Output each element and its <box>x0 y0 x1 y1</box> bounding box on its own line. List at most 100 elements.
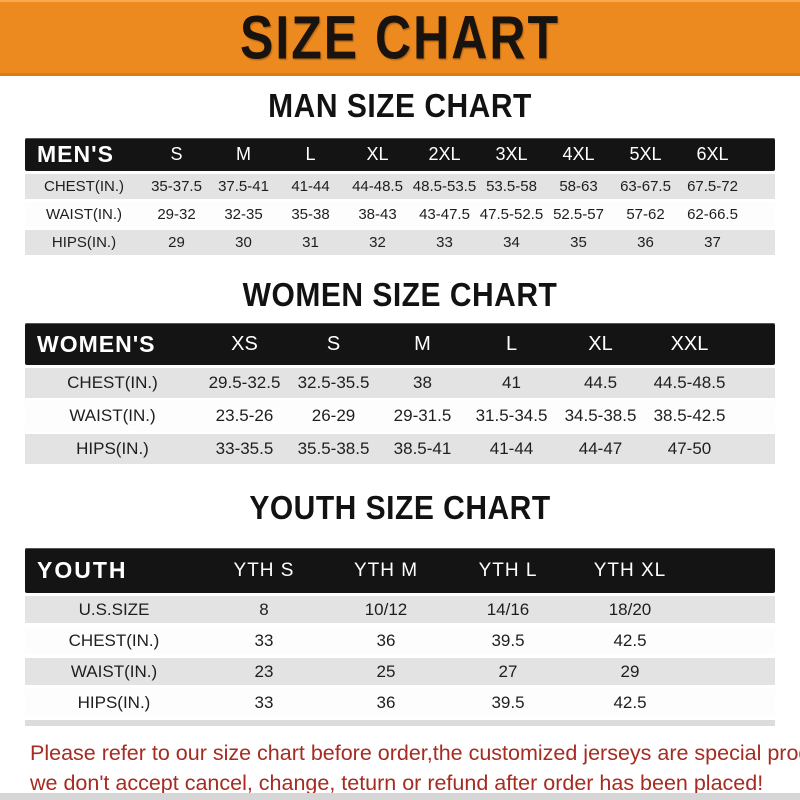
size-value-cell: 18/20 <box>608 599 652 619</box>
page-title: SIZE CHART <box>240 3 560 72</box>
column-header: YTH S <box>233 559 295 581</box>
size-value-cell: 53.5-58 <box>486 178 537 195</box>
men-band-label: MEN'S <box>37 141 114 167</box>
row-label: WAIST(IN.) <box>69 406 156 425</box>
size-value-cell: 32-35 <box>224 206 263 223</box>
youth-table-header-row: YOUTH YTH S YTH M YTH L YTH XL <box>25 548 775 593</box>
size-value-cell: 38.5-42.5 <box>653 406 726 425</box>
size-value-cell: 36 <box>376 692 396 712</box>
size-value-cell: 26-29 <box>311 406 356 425</box>
size-value-cell: 25 <box>376 661 396 681</box>
size-value-cell: 32 <box>369 234 386 251</box>
size-value-cell: 34 <box>503 234 520 251</box>
youth-section-heading: YOUTH SIZE CHART <box>249 489 551 527</box>
size-value-cell: 35-37.5 <box>151 178 202 195</box>
column-header: XL <box>588 332 613 355</box>
size-value-cell: 38-43 <box>358 206 397 223</box>
table-row: U.S.SIZE 8 10/12 14/16 18/20 <box>25 596 775 623</box>
women-section-heading: WOMEN SIZE CHART <box>242 276 558 314</box>
size-value-cell: 29-32 <box>157 206 196 223</box>
size-value-cell: 48.5-53.5 <box>412 178 477 195</box>
youth-size-chart-section: YOUTH SIZE CHART YOUTH YTH S YTH M YTH L YTH… <box>0 490 800 726</box>
size-value-cell: 36 <box>376 630 396 650</box>
table-row: HIPS(IN.) 29 30 31 32 33 34 35 36 37 <box>25 230 775 255</box>
size-value-cell: 42.5 <box>613 692 647 712</box>
row-label: CHEST(IN.) <box>44 178 124 195</box>
size-value-cell: 52.5-57 <box>553 206 604 223</box>
men-table-header-row: MEN'S S M L XL 2XL 3XL 4XL 5XL 6XL <box>25 138 775 171</box>
size-value-cell: 32.5-35.5 <box>297 373 370 392</box>
table-row: HIPS(IN.) 33 36 39.5 42.5 <box>25 689 775 716</box>
youth-table-bottom-strip <box>25 720 775 726</box>
size-value-cell: 31 <box>302 234 319 251</box>
size-value-cell: 37.5-41 <box>218 178 269 195</box>
youth-band-label: YOUTH <box>37 557 128 583</box>
column-header: 4XL <box>562 144 595 164</box>
women-size-chart-section: WOMEN SIZE CHART WOMEN'S XS S M L XL XXL CHEST… <box>0 277 800 464</box>
size-value-cell: 44-47 <box>578 439 623 458</box>
banner: SIZE CHART <box>0 0 800 76</box>
men-size-chart-section: MAN SIZE CHART MEN'S S M L XL 2XL 3XL 4XL 5XL 6XL… <box>0 88 800 255</box>
youth-size-table: YOUTH YTH S YTH M YTH L YTH XL U.S.SIZE 8 10/1… <box>25 548 775 716</box>
bottom-edge-strip <box>0 793 800 800</box>
women-size-table: WOMEN'S XS S M L XL XXL CHEST(IN.) 29.5-32.5 32.… <box>25 323 775 464</box>
size-value-cell: 62-66.5 <box>687 206 738 223</box>
size-value-cell: 41-44 <box>291 178 330 195</box>
size-value-cell: 27 <box>498 661 518 681</box>
table-row: WAIST(IN.) 29-32 32-35 35-38 38-43 43-47.5 47.… <box>25 202 775 227</box>
row-label: CHEST(IN.) <box>67 373 158 392</box>
column-header: XL <box>366 144 389 164</box>
size-value-cell: 35-38 <box>291 206 330 223</box>
size-value-cell: 35 <box>570 234 587 251</box>
column-header: L <box>505 332 518 355</box>
size-value-cell: 42.5 <box>613 630 647 650</box>
size-value-cell: 36 <box>637 234 654 251</box>
column-header: XS <box>231 332 258 355</box>
table-row: WAIST(IN.) 23.5-26 26-29 29-31.5 31.5-34.5 34… <box>25 401 775 431</box>
table-row: CHEST(IN.) 33 36 39.5 42.5 <box>25 627 775 654</box>
column-header: 5XL <box>629 144 662 164</box>
size-value-cell: 34.5-38.5 <box>564 406 637 425</box>
size-value-cell: 33 <box>436 234 453 251</box>
size-value-cell: 8 <box>259 599 269 619</box>
size-value-cell: 67.5-72 <box>687 178 738 195</box>
size-value-cell: 29 <box>620 661 640 681</box>
row-label: HIPS(IN.) <box>51 234 117 251</box>
table-row: CHEST(IN.) 29.5-32.5 32.5-35.5 38 41 44.5 44.5… <box>25 368 775 398</box>
size-value-cell: 29-31.5 <box>393 406 452 425</box>
women-table-header-row: WOMEN'S XS S M L XL XXL <box>25 323 775 365</box>
row-label: WAIST(IN.) <box>45 206 123 223</box>
row-label: WAIST(IN.) <box>70 661 158 681</box>
size-value-cell: 58-63 <box>559 178 598 195</box>
column-header: M <box>236 144 251 164</box>
youth-table-body: U.S.SIZE 8 10/12 14/16 18/20 CHEST(IN.) 33 36 39… <box>25 596 775 716</box>
women-table-body: CHEST(IN.) 29.5-32.5 32.5-35.5 38 41 44.5 44.5… <box>25 368 775 464</box>
size-value-cell: 33-35.5 <box>215 439 274 458</box>
column-header: S <box>326 332 341 355</box>
column-header: S <box>170 144 183 164</box>
size-value-cell: 29 <box>168 234 185 251</box>
column-header: L <box>305 144 316 164</box>
disclaimer-line-2: we don't accept cancel, change, teturn o… <box>30 771 764 795</box>
size-value-cell: 10/12 <box>364 599 408 619</box>
column-header: 3XL <box>495 144 528 164</box>
size-value-cell: 47-50 <box>667 439 712 458</box>
size-value-cell: 47.5-52.5 <box>479 206 544 223</box>
size-value-cell: 33 <box>254 630 274 650</box>
column-header: XXL <box>670 332 709 355</box>
women-band-label: WOMEN'S <box>37 330 156 357</box>
size-value-cell: 38 <box>413 373 432 392</box>
size-value-cell: 31.5-34.5 <box>475 406 548 425</box>
size-value-cell: 41-44 <box>489 439 534 458</box>
men-size-table: MEN'S S M L XL 2XL 3XL 4XL 5XL 6XL CHEST(IN.) 35-3… <box>25 138 775 255</box>
size-value-cell: 63-67.5 <box>620 178 671 195</box>
size-value-cell: 57-62 <box>626 206 665 223</box>
size-value-cell: 29.5-32.5 <box>208 373 281 392</box>
size-value-cell: 39.5 <box>491 630 525 650</box>
men-table-body: CHEST(IN.) 35-37.5 37.5-41 41-44 44-48.5 48.5… <box>25 174 775 255</box>
size-value-cell: 37 <box>704 234 721 251</box>
row-label: HIPS(IN.) <box>77 692 151 712</box>
size-value-cell: 38.5-41 <box>393 439 452 458</box>
size-value-cell: 30 <box>235 234 252 251</box>
